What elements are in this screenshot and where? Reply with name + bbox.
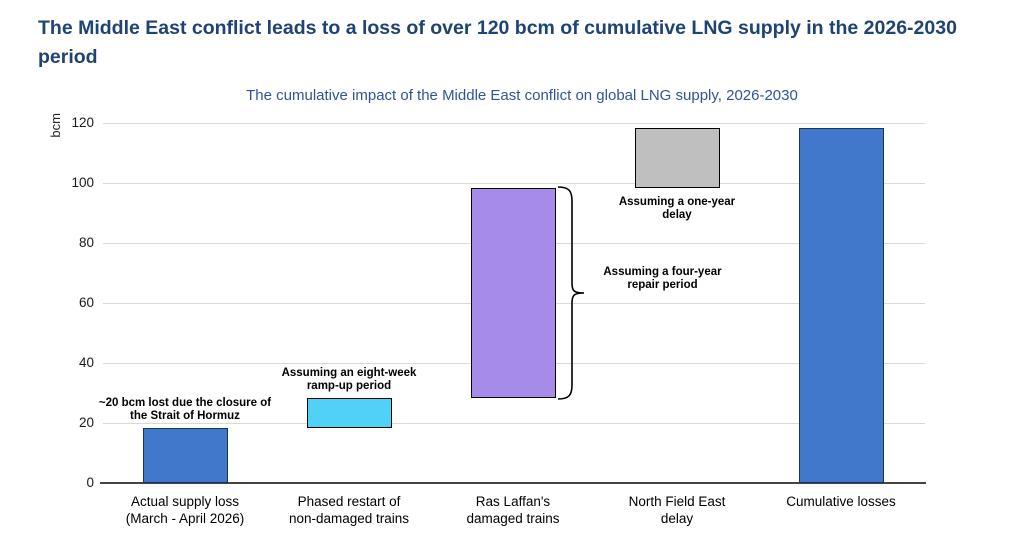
bar-gray bbox=[634, 127, 720, 188]
annotation: Assuming an eight-week ramp-up period bbox=[281, 366, 417, 393]
gridline bbox=[103, 123, 925, 124]
category-label: Ras Laffan's damaged trains bbox=[466, 494, 560, 526]
y-tick-label: 40 bbox=[78, 355, 94, 370]
y-tick-label: 120 bbox=[71, 115, 94, 130]
y-tick-label: 80 bbox=[78, 235, 94, 250]
bar-purple bbox=[470, 187, 556, 398]
bar-blue bbox=[798, 127, 884, 483]
category-label: Cumulative losses bbox=[786, 494, 896, 509]
gridline bbox=[103, 423, 925, 424]
annotation: Assuming a four-year repair period bbox=[603, 265, 722, 292]
chart-title: The cumulative impact of the Middle East… bbox=[246, 87, 798, 104]
y-tick-label: 60 bbox=[78, 295, 94, 310]
x-axis-line bbox=[100, 482, 926, 484]
category-label: Phased restart of non-damaged trains bbox=[288, 494, 410, 526]
brace-bracket-icon bbox=[557, 185, 584, 400]
y-tick-label: 0 bbox=[86, 475, 94, 490]
bar-cyan bbox=[306, 397, 392, 428]
annotation: ~20 bcm lost due the closure of the Stra… bbox=[98, 396, 272, 423]
category-label: Actual supply loss (March - April 2026) bbox=[125, 494, 245, 526]
category-label: North Field East delay bbox=[628, 494, 726, 526]
y-tick-label: 100 bbox=[71, 175, 94, 190]
annotation: Assuming a one-year delay bbox=[618, 195, 736, 222]
bar-blue bbox=[142, 427, 228, 483]
y-tick-label: 20 bbox=[78, 415, 94, 430]
page-title: The Middle East conflict leads to a loss… bbox=[38, 17, 957, 68]
gridline bbox=[103, 183, 925, 184]
